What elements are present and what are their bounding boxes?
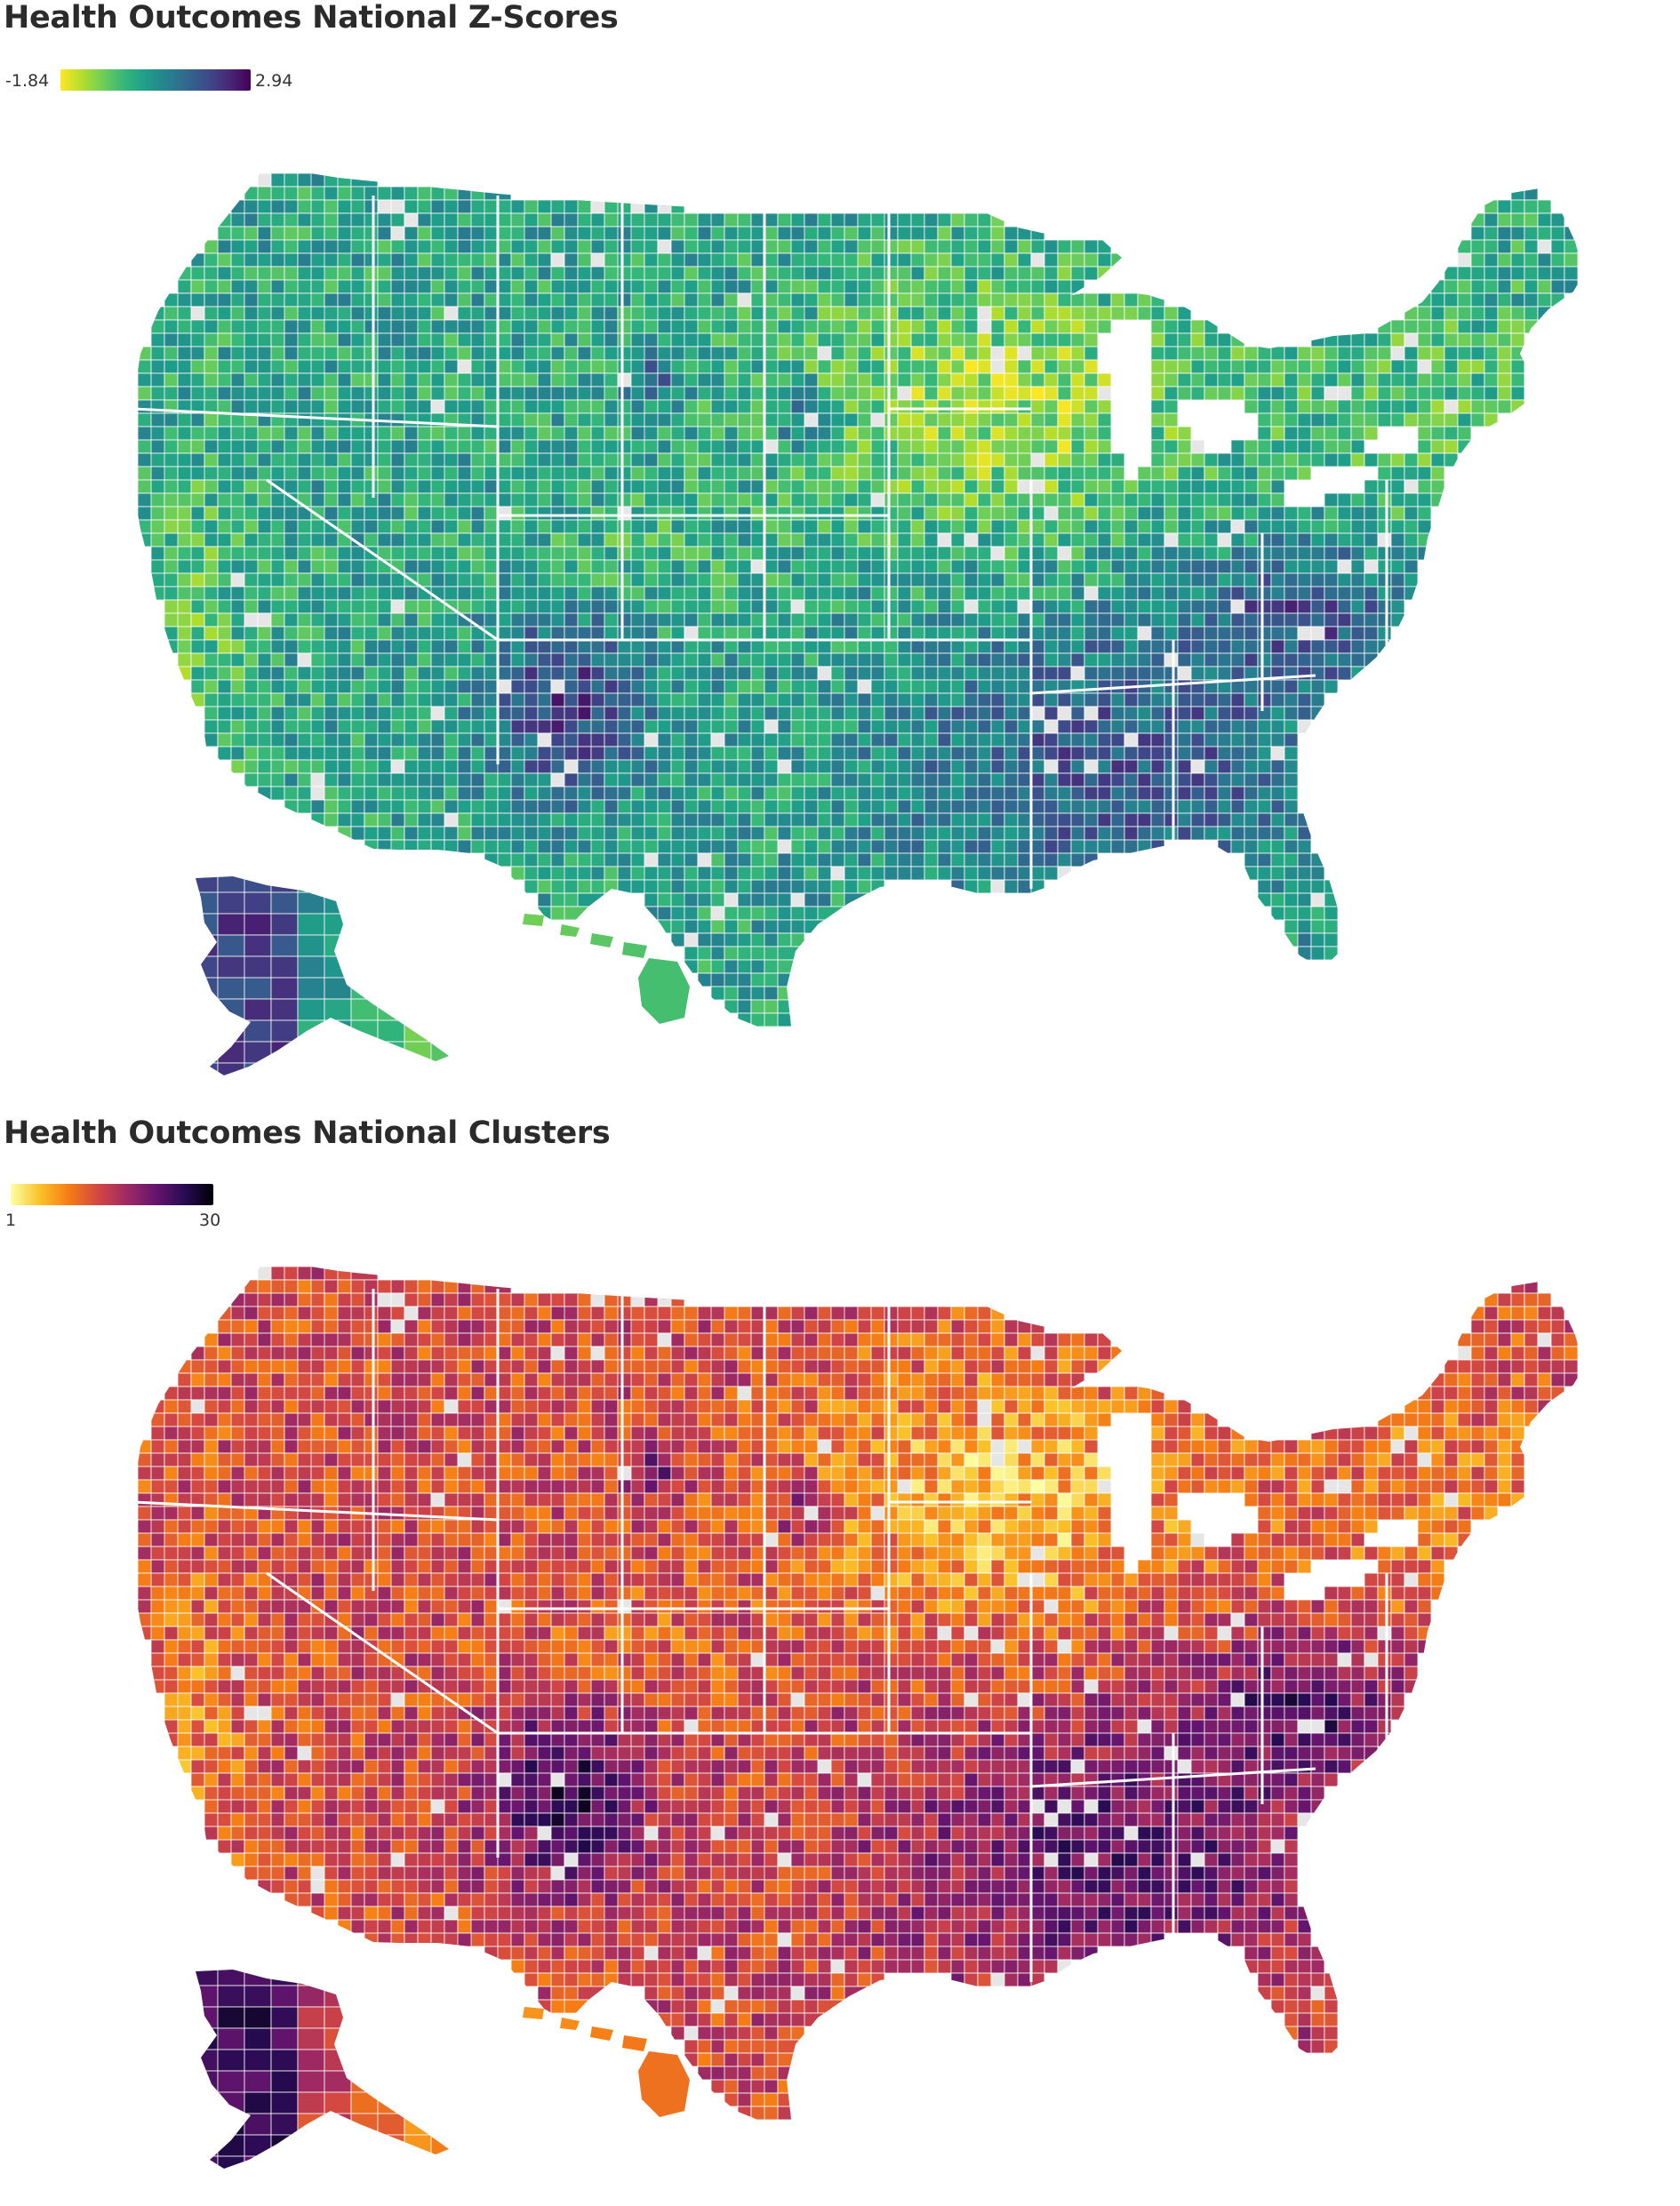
- state-borders: [132, 196, 1388, 889]
- cluster-legend-max-label: 30: [199, 1211, 221, 1230]
- county-cells: [137, 172, 1579, 1027]
- alaska-region: [196, 1970, 449, 2169]
- zscore-legend-bar: [60, 69, 251, 91]
- cluster-map-title: Health Outcomes National Clusters: [4, 1115, 611, 1151]
- zscore-panel: Health Outcomes National Z-Scores -1.84 …: [0, 0, 1680, 1093]
- zscore-legend-max-label: 2.94: [255, 71, 293, 91]
- alaska-region: [196, 876, 449, 1075]
- zscore-map-title: Health Outcomes National Z-Scores: [4, 0, 619, 36]
- cluster-panel: Health Outcomes National Clusters 1 30: [0, 1093, 1680, 2206]
- hawaii-region: [523, 2007, 690, 2117]
- cluster-choropleth-map[interactable]: [0, 1235, 1680, 2206]
- state-borders: [132, 1289, 1388, 1982]
- zscore-legend-min-label: -1.84: [5, 71, 50, 91]
- county-cells: [137, 1266, 1579, 2121]
- zscore-choropleth-map[interactable]: [0, 142, 1680, 1093]
- cluster-legend-min-label: 1: [5, 1211, 17, 1230]
- hawaii-region: [523, 914, 690, 1024]
- cluster-legend-bar: [11, 1184, 213, 1205]
